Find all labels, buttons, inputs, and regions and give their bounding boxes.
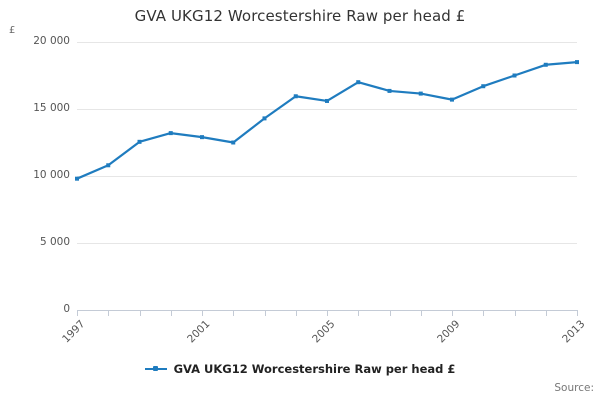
legend-item-label: GVA UKG12 Worcestershire Raw per head £ xyxy=(173,362,456,376)
x-axis-tick xyxy=(77,310,78,316)
gridline xyxy=(77,42,577,43)
x-axis-tick xyxy=(514,310,516,316)
plot-area xyxy=(75,42,579,310)
gridline xyxy=(77,109,577,110)
x-axis-tick xyxy=(420,310,422,316)
data-point-marker xyxy=(356,80,361,85)
chart-legend: GVA UKG12 Worcestershire Raw per head £ xyxy=(0,362,600,376)
data-point-marker xyxy=(418,91,423,96)
x-axis-tick xyxy=(139,310,141,316)
x-axis-tick xyxy=(202,310,203,316)
x-axis-tick-label: 2001 xyxy=(185,318,213,346)
y-axis-tick-labels: 0 5 000 10 000 15 000 20 000 xyxy=(0,0,70,400)
gridline xyxy=(77,176,577,177)
x-axis-tick xyxy=(483,310,485,316)
data-point-marker xyxy=(75,176,79,181)
x-axis-tick xyxy=(295,310,297,316)
data-point-marker xyxy=(450,97,454,102)
legend-line-marker-icon xyxy=(144,364,167,374)
x-axis-tick xyxy=(389,310,391,316)
y-axis-tick-label: 15 000 xyxy=(33,102,70,114)
x-axis-tick xyxy=(452,310,453,316)
x-axis-tick xyxy=(264,310,266,316)
data-point-marker xyxy=(481,84,486,89)
x-axis-tick xyxy=(577,310,578,316)
series-line xyxy=(75,61,579,180)
x-axis-tick-label: 2013 xyxy=(560,318,588,346)
data-point-marker xyxy=(168,131,173,136)
data-point-marker xyxy=(231,140,236,145)
x-axis-tick-label: 2005 xyxy=(310,318,338,346)
data-point-marker xyxy=(575,60,579,65)
data-point-marker xyxy=(325,98,329,103)
x-axis-tick xyxy=(358,310,360,316)
source-label: Source: xyxy=(554,382,594,394)
y-axis-tick-label: 5 000 xyxy=(39,236,70,248)
data-point-marker xyxy=(137,139,142,144)
gridline xyxy=(77,243,577,244)
line-series xyxy=(75,60,579,181)
y-axis-unit-label: £ xyxy=(9,25,16,36)
x-axis-tick xyxy=(545,310,547,316)
x-axis-tick xyxy=(108,310,110,316)
x-axis-tick xyxy=(233,310,235,316)
x-axis-tick-label: 2009 xyxy=(435,318,463,346)
data-point-marker xyxy=(512,73,517,78)
data-point-marker xyxy=(387,88,392,93)
data-point-marker xyxy=(293,94,298,99)
data-point-marker xyxy=(262,116,267,121)
y-axis-tick-label: 20 000 xyxy=(33,35,70,47)
data-point-marker xyxy=(543,62,548,67)
data-point-marker xyxy=(200,135,204,140)
x-axis-tick xyxy=(327,310,328,316)
y-axis-tick-label: 10 000 xyxy=(33,169,70,181)
y-axis-tick-label: 0 xyxy=(63,303,70,315)
x-axis-tick xyxy=(170,310,172,316)
chart-title: GVA UKG12 Worcestershire Raw per head £ xyxy=(134,7,466,25)
data-point-marker xyxy=(106,163,111,168)
